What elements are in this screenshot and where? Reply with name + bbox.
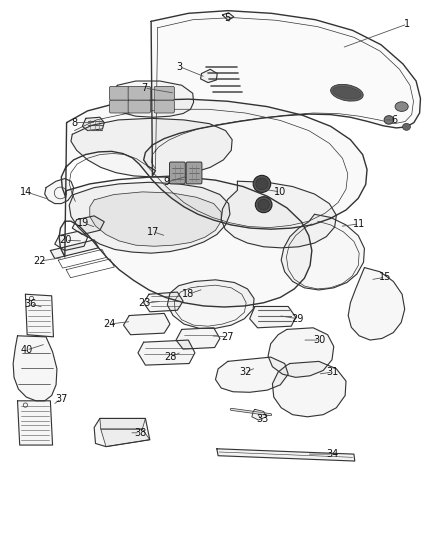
FancyBboxPatch shape: [186, 162, 202, 184]
Polygon shape: [144, 292, 183, 312]
Text: 19: 19: [77, 218, 89, 228]
Text: 36: 36: [25, 299, 37, 309]
Polygon shape: [69, 182, 230, 253]
Text: 5: 5: [225, 13, 231, 22]
Text: 27: 27: [222, 332, 234, 342]
Polygon shape: [176, 328, 220, 349]
Text: 8: 8: [71, 118, 78, 127]
Text: 29: 29: [292, 314, 304, 324]
Ellipse shape: [255, 197, 272, 213]
Polygon shape: [268, 328, 334, 377]
Polygon shape: [348, 268, 405, 340]
Polygon shape: [144, 11, 420, 176]
Polygon shape: [221, 181, 336, 248]
Text: 18: 18: [182, 289, 194, 299]
Polygon shape: [167, 280, 254, 328]
Text: 28: 28: [165, 352, 177, 362]
Ellipse shape: [395, 102, 408, 111]
Polygon shape: [18, 401, 53, 445]
Polygon shape: [124, 313, 170, 335]
Ellipse shape: [253, 175, 271, 192]
Text: 6: 6: [391, 115, 397, 125]
Ellipse shape: [256, 178, 268, 190]
Text: 37: 37: [55, 394, 67, 403]
Text: 9: 9: [163, 177, 170, 187]
Polygon shape: [252, 409, 266, 420]
Text: 17: 17: [147, 227, 159, 237]
Text: 11: 11: [353, 219, 365, 229]
Text: 7: 7: [141, 83, 148, 93]
FancyBboxPatch shape: [128, 100, 150, 113]
Text: 23: 23: [138, 298, 151, 308]
Text: 15: 15: [379, 272, 392, 282]
Polygon shape: [82, 117, 104, 131]
Polygon shape: [201, 69, 217, 83]
Polygon shape: [223, 13, 234, 20]
FancyBboxPatch shape: [128, 86, 150, 100]
Ellipse shape: [333, 86, 361, 99]
Ellipse shape: [403, 124, 410, 130]
FancyBboxPatch shape: [110, 86, 129, 100]
Ellipse shape: [384, 116, 394, 124]
FancyBboxPatch shape: [154, 100, 174, 113]
Text: 20: 20: [60, 236, 72, 245]
Text: 14: 14: [20, 187, 32, 197]
Polygon shape: [61, 99, 367, 229]
Text: 1: 1: [404, 19, 410, 29]
Polygon shape: [59, 177, 312, 307]
Text: 33: 33: [257, 415, 269, 424]
Text: 32: 32: [239, 367, 251, 377]
Polygon shape: [94, 418, 150, 447]
Polygon shape: [72, 216, 104, 235]
FancyBboxPatch shape: [154, 86, 174, 100]
Text: 30: 30: [314, 335, 326, 345]
Text: 22: 22: [33, 256, 46, 266]
Polygon shape: [90, 192, 221, 246]
Polygon shape: [138, 340, 195, 365]
Polygon shape: [215, 357, 288, 392]
Text: 34: 34: [327, 449, 339, 459]
Ellipse shape: [258, 199, 269, 210]
Polygon shape: [45, 179, 74, 204]
Polygon shape: [13, 336, 57, 401]
Polygon shape: [110, 81, 194, 117]
Polygon shape: [272, 361, 346, 417]
Text: 10: 10: [274, 187, 286, 197]
Polygon shape: [281, 214, 364, 290]
Polygon shape: [100, 418, 145, 429]
Polygon shape: [25, 294, 53, 337]
Polygon shape: [101, 429, 150, 447]
Polygon shape: [217, 449, 355, 461]
Polygon shape: [55, 231, 88, 251]
Ellipse shape: [331, 84, 363, 101]
Polygon shape: [50, 240, 99, 259]
Text: 31: 31: [327, 367, 339, 377]
Text: 24: 24: [103, 319, 116, 329]
Polygon shape: [71, 118, 232, 177]
FancyBboxPatch shape: [170, 162, 185, 184]
Polygon shape: [250, 306, 296, 328]
Text: 3: 3: [177, 62, 183, 71]
Text: 40: 40: [20, 345, 32, 355]
Text: 38: 38: [134, 428, 146, 438]
FancyBboxPatch shape: [110, 100, 129, 113]
